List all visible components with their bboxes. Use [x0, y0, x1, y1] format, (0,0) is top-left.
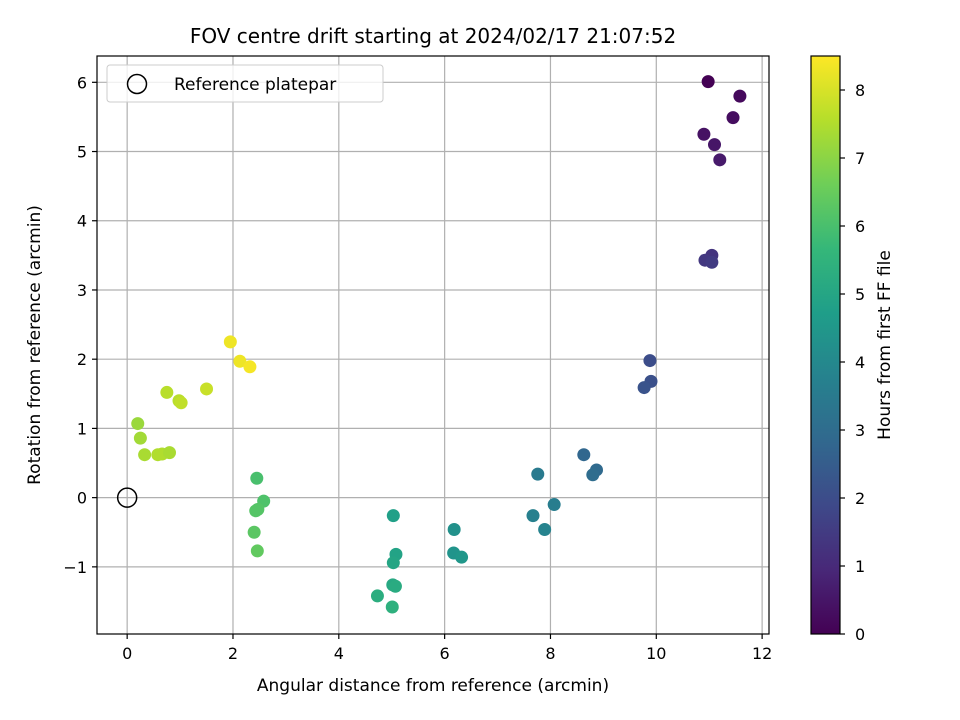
chart-title: FOV centre drift starting at 2024/02/17 …	[190, 24, 676, 48]
x-axis-ticks: 0 2 4 6 8 10 12	[122, 634, 772, 663]
x-tick-label: 0	[122, 644, 132, 663]
data-point	[385, 600, 399, 614]
colorbar-tick-label: 1	[855, 557, 865, 576]
colorbar-tick-label: 5	[855, 285, 865, 304]
y-tick-label: 2	[77, 350, 87, 369]
y-tick-label: 4	[77, 212, 87, 231]
x-tick-label: 2	[228, 644, 238, 663]
data-point	[707, 138, 721, 152]
colorbar-tick-label: 4	[855, 353, 865, 372]
legend-open-circle-icon	[126, 73, 148, 95]
data-point	[174, 396, 188, 410]
data-point	[637, 381, 651, 395]
plot-frame	[96, 55, 770, 635]
data-point	[160, 385, 174, 399]
colorbar-tick-label: 8	[855, 81, 865, 100]
y-axis-ticks: −1 0 1 2 3 4 5 6	[63, 73, 97, 577]
data-point	[131, 417, 145, 431]
data-point	[233, 354, 247, 368]
data-point	[705, 255, 719, 269]
x-tick-label: 10	[646, 644, 666, 663]
data-point	[531, 467, 545, 481]
data-point	[370, 589, 384, 603]
data-point	[162, 446, 176, 460]
data-point	[526, 509, 540, 523]
y-axis-label: Rotation from reference (arcmin)	[25, 205, 45, 485]
data-point	[726, 111, 740, 125]
data-point	[243, 360, 257, 374]
y-tick-label: −1	[63, 558, 87, 577]
x-tick-label: 12	[752, 644, 772, 663]
grid	[97, 56, 769, 634]
data-point	[455, 550, 469, 564]
colorbar-tick-label: 7	[855, 149, 865, 168]
legend-box	[106, 64, 384, 103]
colorbar: 0 1 2 3 4 5 6 7 8 Hours from first FF file	[810, 55, 895, 644]
colorbar-gradient	[810, 55, 841, 635]
y-tick-label: 5	[77, 143, 87, 162]
y-tick-label: 3	[77, 281, 87, 300]
data-point	[643, 354, 657, 368]
data-point	[200, 382, 214, 396]
colorbar-tick-label: 0	[855, 625, 865, 644]
colorbar-tick-label: 3	[855, 421, 865, 440]
colorbar-tick-label: 6	[855, 217, 865, 236]
x-tick-label: 8	[545, 644, 555, 663]
data-point	[249, 504, 263, 518]
x-tick-label: 6	[440, 644, 450, 663]
reference-platepar-marker	[116, 487, 138, 508]
y-tick-label: 6	[77, 73, 87, 92]
data-point	[447, 522, 461, 536]
x-axis-label: Angular distance from reference (arcmin)	[257, 676, 609, 696]
legend: Reference platepar	[106, 64, 384, 103]
data-point	[133, 431, 147, 445]
data-point	[386, 556, 400, 570]
data-point	[386, 509, 400, 523]
data-point	[697, 127, 711, 141]
data-points	[131, 75, 747, 614]
data-point	[733, 89, 747, 103]
data-point	[547, 498, 561, 512]
data-point	[247, 525, 261, 539]
y-tick-label: 1	[77, 419, 87, 438]
data-point	[586, 468, 600, 482]
x-tick-label: 4	[334, 644, 344, 663]
colorbar-tick-label: 2	[855, 489, 865, 508]
data-point	[538, 522, 552, 536]
data-point	[138, 448, 152, 462]
legend-label: Reference platepar	[174, 75, 336, 95]
colorbar-ticks: 0 1 2 3 4 5 6 7 8	[840, 81, 865, 644]
colorbar-label: Hours from first FF file	[875, 250, 895, 440]
data-point	[223, 335, 237, 349]
data-point	[250, 471, 264, 485]
data-point	[713, 153, 727, 167]
data-point	[250, 544, 264, 558]
data-point	[577, 448, 591, 462]
data-point	[701, 75, 715, 89]
data-point	[388, 579, 402, 593]
y-tick-label: 0	[77, 489, 87, 508]
